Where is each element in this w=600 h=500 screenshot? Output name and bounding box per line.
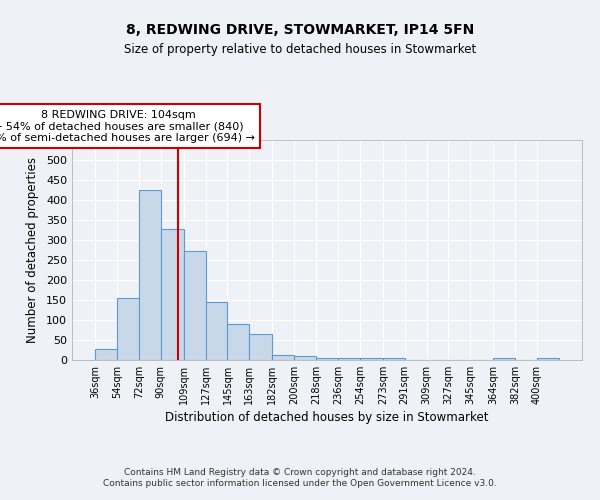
Y-axis label: Number of detached properties: Number of detached properties — [26, 157, 39, 343]
Bar — [272, 355, 294, 360]
Bar — [161, 229, 184, 360]
Bar — [117, 298, 139, 360]
Bar — [360, 358, 383, 360]
Bar — [227, 324, 250, 360]
Bar — [206, 302, 227, 360]
Text: Contains HM Land Registry data © Crown copyright and database right 2024.
Contai: Contains HM Land Registry data © Crown c… — [103, 468, 497, 487]
Bar — [316, 358, 338, 360]
Text: Size of property relative to detached houses in Stowmarket: Size of property relative to detached ho… — [124, 42, 476, 56]
Text: 8 REDWING DRIVE: 104sqm
← 54% of detached houses are smaller (840)
45% of semi-d: 8 REDWING DRIVE: 104sqm ← 54% of detache… — [0, 110, 255, 143]
Bar — [493, 358, 515, 360]
Bar — [250, 334, 272, 360]
Text: 8, REDWING DRIVE, STOWMARKET, IP14 5FN: 8, REDWING DRIVE, STOWMARKET, IP14 5FN — [126, 22, 474, 36]
Bar — [294, 356, 316, 360]
Bar — [537, 358, 559, 360]
Bar — [184, 251, 206, 360]
Bar — [338, 358, 360, 360]
Bar — [139, 190, 161, 360]
Bar — [95, 349, 117, 360]
X-axis label: Distribution of detached houses by size in Stowmarket: Distribution of detached houses by size … — [165, 411, 489, 424]
Bar — [383, 358, 404, 360]
